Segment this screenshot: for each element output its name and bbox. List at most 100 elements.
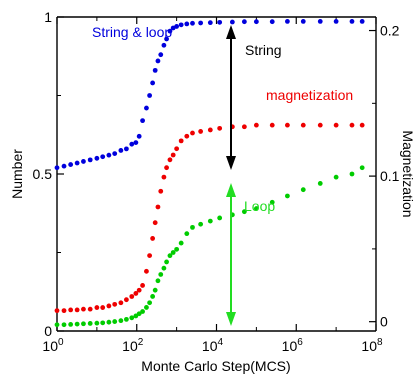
data-point — [269, 122, 275, 128]
y-right-tick-label: 0.1 — [380, 168, 400, 184]
data-point — [164, 259, 169, 265]
data-point — [359, 19, 365, 24]
y-left-tick-label: 0.5 — [33, 166, 53, 182]
data-point — [161, 174, 167, 180]
left-y-axis-ticks: 00.51 — [33, 9, 64, 339]
data-point — [124, 297, 129, 303]
data-point — [184, 231, 190, 237]
data-point — [300, 187, 306, 193]
data-point — [190, 20, 195, 26]
data-point — [74, 321, 80, 327]
data-point — [170, 250, 176, 255]
x-tick-exponent: 6 — [297, 337, 303, 348]
data-point — [161, 265, 167, 271]
data-point — [155, 278, 161, 284]
data-point — [155, 204, 161, 210]
series-layer — [54, 19, 365, 328]
data-point — [147, 253, 153, 258]
data-point — [136, 311, 142, 317]
data-point — [94, 305, 100, 310]
x-tick-label: 106 — [282, 337, 304, 354]
left-y-axis-label: Number — [9, 149, 25, 199]
data-point — [155, 58, 161, 64]
data-point — [174, 24, 180, 29]
data-point — [253, 122, 259, 128]
right-y-axis-label: Magnetization — [400, 130, 416, 217]
data-point — [81, 306, 86, 312]
data-point — [285, 122, 290, 128]
data-point — [349, 171, 355, 177]
data-point — [129, 141, 135, 147]
data-point — [217, 125, 223, 131]
data-point — [54, 165, 60, 171]
data-point — [87, 321, 93, 326]
data-point — [118, 318, 124, 324]
data-point — [147, 300, 153, 306]
data-point — [133, 140, 139, 146]
data-point — [269, 19, 275, 25]
data-point — [207, 20, 213, 26]
x-tick-exponent: 0 — [58, 337, 64, 348]
y-right-tick-label: 0.2 — [380, 23, 400, 39]
string-arrow — [226, 25, 236, 170]
data-point — [152, 220, 158, 226]
data-point — [241, 19, 247, 25]
data-point — [81, 159, 86, 164]
data-point — [68, 162, 74, 167]
data-point — [349, 122, 355, 128]
x-tick-exponent: 4 — [218, 337, 224, 348]
data-point — [269, 199, 275, 205]
data-point — [106, 152, 112, 158]
data-point — [118, 300, 124, 306]
series-magnetization — [54, 122, 365, 314]
data-point — [158, 52, 164, 58]
x-tick-label: 108 — [361, 337, 383, 354]
data-point — [81, 321, 86, 327]
data-point — [198, 221, 204, 227]
data-point — [61, 322, 67, 328]
x-tick-label: 100 — [42, 337, 64, 354]
data-point — [317, 181, 323, 186]
data-point — [100, 154, 106, 160]
data-point — [317, 122, 323, 128]
data-point — [124, 316, 129, 322]
data-point — [54, 322, 60, 328]
data-point — [207, 218, 213, 224]
data-point — [133, 291, 139, 296]
loop-arrow — [226, 183, 236, 326]
data-point — [112, 319, 118, 324]
annotation-string-loop: String & loop — [92, 24, 172, 40]
data-point — [87, 306, 93, 312]
data-point — [300, 19, 306, 24]
data-point — [158, 272, 164, 277]
data-point — [150, 80, 156, 86]
data-point — [161, 42, 167, 48]
data-point — [167, 253, 173, 259]
x-axis-ticks: 100 102 104 106 108 — [42, 17, 383, 354]
data-point — [174, 146, 180, 152]
data-point — [229, 19, 235, 25]
x-tick-label: 104 — [202, 337, 224, 354]
data-point — [118, 148, 124, 153]
data-point — [136, 133, 142, 139]
data-point — [170, 152, 176, 158]
data-point — [300, 122, 306, 128]
data-point — [112, 151, 118, 156]
data-point — [54, 308, 60, 314]
data-point — [61, 308, 67, 314]
data-point — [167, 157, 173, 163]
series-loop — [54, 165, 365, 328]
x-tick-exponent: 2 — [138, 337, 144, 348]
data-point — [74, 307, 80, 313]
data-point — [217, 215, 223, 221]
data-point — [144, 268, 149, 274]
data-point — [167, 28, 173, 34]
data-point — [333, 174, 339, 180]
x-tick-exponent: 8 — [377, 337, 383, 348]
data-point — [253, 19, 259, 25]
annotation-string: String — [245, 42, 282, 58]
data-point — [285, 19, 290, 24]
right-y-axis-ticks: 0 0.1 0.2 — [369, 23, 400, 330]
annotation-magnetization: magnetization — [266, 87, 353, 103]
